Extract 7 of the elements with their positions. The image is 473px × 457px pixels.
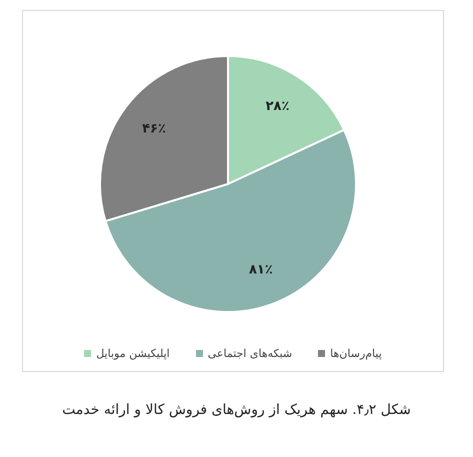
text: شکل ۴٫۲. سهم هریک از روش‌های فروش کالا و ارائه خدمت <box>61 402 412 418</box>
data-label: ۴۶٪ <box>142 122 166 137</box>
data-label: ۲۸٪ <box>266 98 290 114</box>
legend-label: شبکه‌های اجتماعی <box>208 347 292 360</box>
data-label: ۸۱٪ <box>248 262 273 278</box>
legend-label: اپلیکیشن موبایل <box>96 347 170 360</box>
legend-label: پیام‌رسان‌ها <box>330 347 382 360</box>
